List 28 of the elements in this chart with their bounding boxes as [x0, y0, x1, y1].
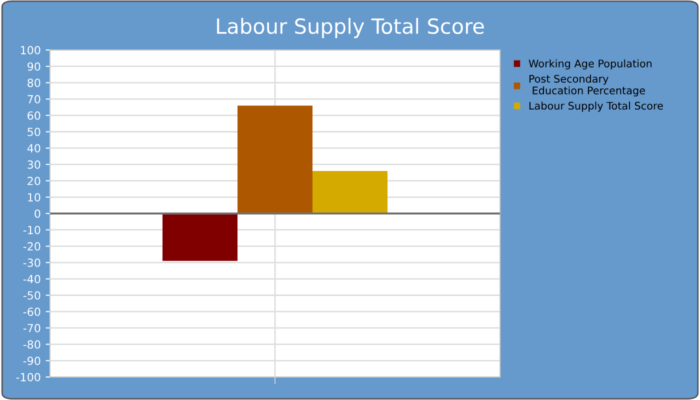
bar: [312, 170, 388, 214]
y-tick-label: 0: [34, 209, 40, 218]
y-tick-label: 10: [28, 193, 40, 202]
bar: [162, 214, 238, 261]
legend-label: Labour Supply Total Score: [529, 102, 663, 112]
y-tick-label: -70: [23, 324, 40, 332]
y-tick-label: 100: [20, 46, 40, 54]
y-tick-label: 20: [28, 176, 40, 186]
y-tick-label: -60: [23, 308, 40, 316]
chart-title: Labour Supply Total Score: [217, 18, 484, 38]
y-tick-label: -80: [23, 340, 40, 349]
y-tick-label: 60: [28, 111, 40, 120]
y-tick-label: 30: [28, 160, 40, 169]
y-tick-label: -50: [23, 291, 40, 300]
legend-label: Post Secondary Education Percentage: [529, 74, 645, 96]
y-tick-label: 50: [28, 128, 40, 136]
y-tick-label: -90: [23, 356, 40, 366]
y-tick-label: -10: [23, 226, 40, 234]
y-tick-label: 80: [28, 78, 40, 88]
legend-label: Working Age Population: [528, 59, 652, 70]
y-tick-label: -20: [23, 242, 40, 251]
y-tick-label: 40: [27, 144, 40, 152]
y-tick-label: 90: [28, 62, 40, 71]
bar: [238, 106, 312, 214]
y-tick-label: -30: [23, 258, 40, 267]
y-tick-label: 70: [28, 95, 40, 104]
y-tick-label: -100: [16, 372, 40, 382]
y-tick-label: -40: [23, 274, 40, 284]
